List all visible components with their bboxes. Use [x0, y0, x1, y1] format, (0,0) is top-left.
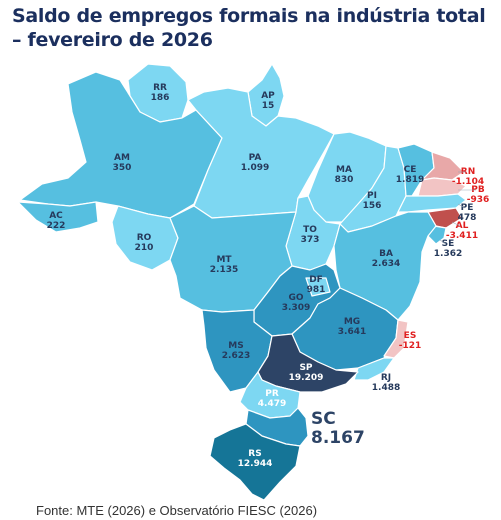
state-code-ac: AC: [49, 211, 63, 221]
state-code-rn: RN: [461, 167, 475, 177]
state-value-go: 3.309: [282, 303, 310, 313]
state-code-ms: MS: [228, 341, 243, 351]
label-df: DF 981: [307, 275, 326, 295]
state-ro: [111, 205, 179, 271]
state-rj: [353, 357, 395, 381]
label-rj: RJ 1.488: [372, 373, 400, 393]
state-code-ma: MA: [336, 165, 352, 175]
state-rs: [209, 423, 301, 501]
map-title: Saldo de empregos formais na indústria t…: [12, 5, 486, 51]
state-code-to: TO: [303, 225, 317, 235]
source-note: Fonte: MTE (2026) e Observatório FIESC (…: [36, 503, 318, 518]
state-value-ap: 15: [262, 101, 275, 111]
state-code-mg: MG: [344, 317, 360, 327]
state-ac: [17, 201, 99, 233]
state-code-pe: PE: [461, 203, 474, 213]
label-rn: RN -1.104: [452, 167, 484, 187]
state-df: [305, 277, 331, 297]
state-value-rn: -1.104: [452, 177, 484, 187]
state-code-ro: RO: [137, 233, 152, 243]
state-code-ba: BA: [379, 249, 393, 259]
state-value-ce: 1.819: [396, 175, 424, 185]
label-pi: PI 156: [363, 191, 382, 211]
label-rr: RR 186: [151, 83, 170, 103]
label-ma: MA 830: [335, 165, 354, 185]
leader-line: [451, 221, 461, 227]
state-code-df: DF: [309, 275, 323, 285]
state-value-rs: 12.944: [238, 459, 273, 469]
state-value-mt: 2.135: [210, 265, 238, 275]
state-value-rr: 186: [151, 93, 170, 103]
state-value-ac: 222: [47, 221, 66, 231]
state-value-mg: 3.641: [338, 327, 366, 337]
state-code-rj: RJ: [381, 373, 391, 383]
label-mt: MT 2.135: [210, 255, 238, 275]
state-value-pb: -936: [467, 195, 490, 205]
label-pa: PA 1.099: [241, 153, 269, 173]
state-value-es: -121: [399, 341, 422, 351]
state-code-ap: AP: [261, 91, 275, 101]
label-ms: MS 2.623: [222, 341, 250, 361]
state-code-mt: MT: [216, 255, 232, 265]
state-value-pi: 156: [363, 201, 382, 211]
state-value-se: 1.362: [434, 249, 462, 259]
state-value-ba: 2.634: [372, 259, 400, 269]
label-es: ES -121: [399, 331, 422, 351]
state-code-se: SE: [442, 239, 455, 249]
state-code-al: AL: [456, 221, 469, 231]
state-value-ro: 210: [135, 243, 154, 253]
label-ce: CE 1.819: [396, 165, 424, 185]
state-value-to: 373: [301, 235, 320, 245]
state-code-am: AM: [114, 153, 130, 163]
state-value-pe: 478: [458, 213, 477, 223]
label-sc: SC 8.167: [311, 409, 365, 448]
label-al: AL -3.411: [446, 221, 478, 241]
state-value-pa: 1.099: [241, 163, 269, 173]
state-value-ma: 830: [335, 175, 354, 185]
state-value-pr: 4.479: [258, 399, 286, 409]
label-rs: RS 12.944: [238, 449, 273, 469]
state-value-sc: 8.167: [311, 428, 365, 448]
state-value-ms: 2.623: [222, 351, 250, 361]
leader-line: [439, 239, 447, 245]
label-ba: BA 2.634: [372, 249, 400, 269]
label-to: TO 373: [301, 225, 320, 245]
state-code-es: ES: [404, 331, 417, 341]
state-code-pb: PB: [471, 185, 485, 195]
label-am: AM 350: [113, 153, 132, 173]
label-se: SE 1.362: [434, 239, 462, 259]
label-go: GO 3.309: [282, 293, 310, 313]
label-pr: PR 4.479: [258, 389, 286, 409]
label-pb: PB -936: [467, 185, 490, 205]
state-value-sp: 19.209: [289, 373, 324, 383]
state-code-go: GO: [288, 293, 303, 303]
state-code-pa: PA: [249, 153, 262, 163]
state-code-pi: PI: [367, 191, 377, 201]
state-code-ce: CE: [404, 165, 417, 175]
state-value-rj: 1.488: [372, 383, 400, 393]
label-sp: SP 19.209: [289, 363, 324, 383]
state-value-df: 981: [307, 285, 326, 295]
label-pe: PE 478: [458, 203, 477, 223]
state-code-sp: SP: [299, 363, 312, 373]
state-code-pr: PR: [265, 389, 279, 399]
state-code-sc: SC: [311, 409, 336, 429]
label-mg: MG 3.641: [338, 317, 366, 337]
state-pe: [397, 193, 467, 213]
state-code-rr: RR: [153, 83, 167, 93]
state-value-al: -3.411: [446, 231, 478, 241]
state-value-am: 350: [113, 163, 132, 173]
label-ac: AC 222: [47, 211, 66, 231]
state-code-rs: RS: [248, 449, 261, 459]
label-ro: RO 210: [135, 233, 154, 253]
label-ap: AP 15: [261, 91, 275, 111]
state-am: [19, 71, 223, 219]
leader-line: [457, 203, 466, 209]
